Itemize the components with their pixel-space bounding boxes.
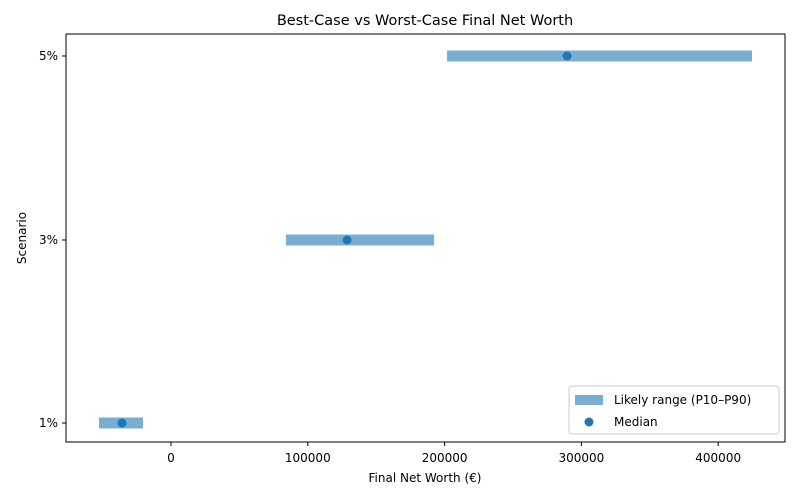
range-bar (285, 234, 435, 246)
y-tick-label: 1% (39, 416, 58, 430)
median-marker (117, 418, 127, 428)
range-bar (447, 50, 752, 62)
y-tick-label: 5% (39, 49, 58, 63)
median-marker (342, 235, 352, 245)
x-tick-label: 400000 (695, 451, 741, 465)
legend: Likely range (P10–P90) Median (568, 385, 780, 435)
legend-median-label: Median (614, 415, 658, 429)
y-axis-ticks: 1% 3% 5% (39, 49, 66, 430)
plot-area (99, 50, 752, 429)
legend-range-swatch (575, 395, 603, 405)
legend-box (568, 385, 780, 435)
x-axis-label: Final Net Worth (€) (369, 471, 482, 485)
x-axis-ticks: 0 100000 200000 300000 400000 (167, 442, 741, 465)
chart-title: Best-Case vs Worst-Case Final Net Worth (277, 13, 573, 29)
y-axis-label: Scenario (15, 212, 29, 264)
x-tick-label: 100000 (285, 451, 331, 465)
axes-frame (65, 33, 786, 443)
x-tick-label: 200000 (422, 451, 468, 465)
median-marker (562, 51, 572, 61)
legend-median-marker (584, 417, 594, 427)
x-tick-label: 300000 (558, 451, 604, 465)
x-tick-label: 0 (167, 451, 175, 465)
y-tick-label: 3% (39, 233, 58, 247)
legend-range-label: Likely range (P10–P90) (614, 393, 751, 407)
